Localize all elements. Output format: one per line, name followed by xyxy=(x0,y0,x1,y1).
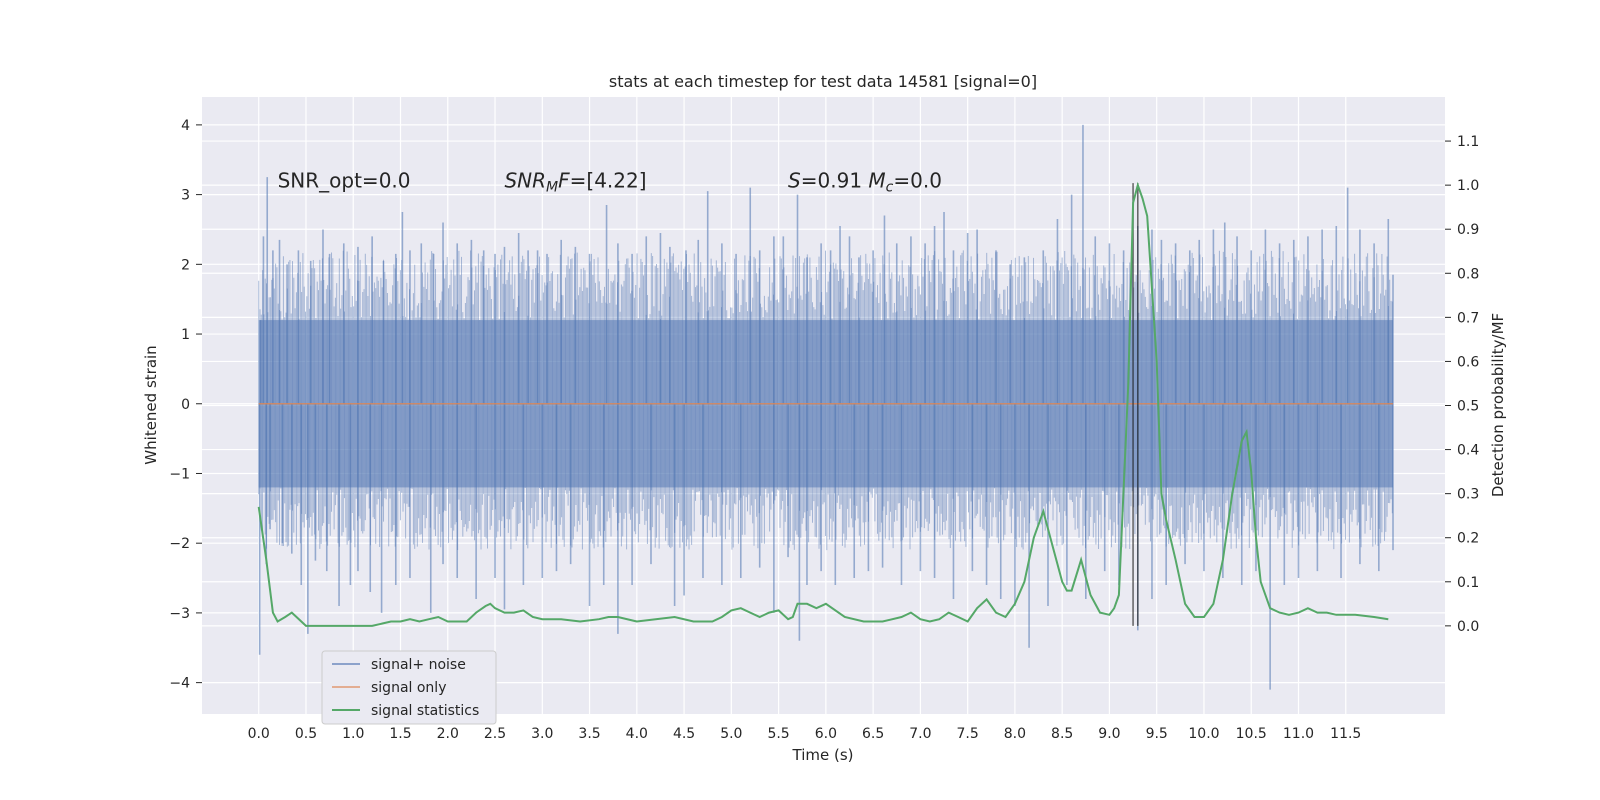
y-tick-label: −2 xyxy=(169,536,190,552)
x-tick-label: 6.5 xyxy=(862,726,884,742)
legend-label: signal only xyxy=(371,680,446,696)
y-right-tick-label: 0.6 xyxy=(1457,354,1479,370)
y-tick-label: 1 xyxy=(181,327,190,343)
y-right-tick-label: 0.3 xyxy=(1457,487,1479,503)
x-tick-label: 8.5 xyxy=(1051,726,1073,742)
x-tick-label: 5.5 xyxy=(767,726,789,742)
x-tick-label: 11.0 xyxy=(1283,726,1314,742)
x-tick-label: 4.0 xyxy=(626,726,648,742)
y-axis-right-label: Detection probability/MF xyxy=(1489,313,1507,497)
x-tick-label: 11.5 xyxy=(1330,726,1361,742)
legend-label: signal statistics xyxy=(371,703,479,719)
x-tick-label: 1.0 xyxy=(342,726,364,742)
x-tick-label: 9.5 xyxy=(1146,726,1168,742)
x-tick-label: 4.5 xyxy=(673,726,695,742)
y-tick-label: −1 xyxy=(169,466,190,482)
chart-title: stats at each timestep for test data 145… xyxy=(609,72,1037,91)
y-right-tick-label: 1.0 xyxy=(1457,178,1479,194)
y-right-tick-label: 0.9 xyxy=(1457,222,1479,238)
x-tick-label: 8.0 xyxy=(1004,726,1026,742)
x-tick-label: 7.5 xyxy=(957,726,979,742)
y-right-tick-label: 0.0 xyxy=(1457,619,1479,635)
legend-box xyxy=(321,650,497,725)
y-tick-label: 3 xyxy=(181,188,190,204)
x-tick-label: 1.5 xyxy=(389,726,411,742)
annotation-text: SNRMF=[4.22] xyxy=(504,169,646,196)
x-tick-label: 3.5 xyxy=(578,726,600,742)
annotations: SNR_opt=0.0 SNRMF=[4.22] S=0.91 Mc=0.0 xyxy=(278,169,942,196)
x-tick-label: 0.0 xyxy=(248,726,270,742)
detection-vlines xyxy=(1132,183,1139,626)
legend-label: signal+ noise xyxy=(371,657,466,673)
x-tick-label: 2.0 xyxy=(437,726,459,742)
y-right-tick-label: 0.1 xyxy=(1457,575,1479,591)
y-right-tick-label: 0.4 xyxy=(1457,443,1479,459)
signal-statistics-series xyxy=(257,181,1389,627)
x-tick-label: 6.0 xyxy=(815,726,837,742)
legend: signal+ noise signal only signal statistic… xyxy=(321,650,497,725)
x-tick-label: 10.0 xyxy=(1188,726,1219,742)
y-right-tick-label: 1.1 xyxy=(1457,134,1479,150)
x-tick-label: 9.0 xyxy=(1098,726,1120,742)
x-axis-label: Time (s) xyxy=(792,746,854,764)
signal-statistics-line xyxy=(257,181,1389,627)
y-tick-label: −3 xyxy=(169,606,190,622)
y-tick-label: 4 xyxy=(181,118,190,134)
x-tick-label: 0.5 xyxy=(295,726,317,742)
y-right-tick-label: 0.8 xyxy=(1457,266,1479,282)
x-tick-label: 3.0 xyxy=(531,726,553,742)
y-right-tick-label: 0.2 xyxy=(1457,531,1479,547)
y-tick-label: 0 xyxy=(181,397,190,413)
x-tick-label: 10.5 xyxy=(1236,726,1267,742)
y-axis-label: Whitened strain xyxy=(142,345,160,464)
axis-ticks: 0.0 0.5 1.0 1.5 2.0 2.5 3.0 3.5 4.0 4.5 5.0 5.5 6.0 6… xyxy=(169,118,1479,742)
x-tick-label: 2.5 xyxy=(484,726,506,742)
y-right-tick-label: 0.5 xyxy=(1457,399,1479,415)
x-tick-label: 5.0 xyxy=(720,726,742,742)
x-tick-label: 7.0 xyxy=(909,726,931,742)
annotation-text: SNR_opt=0.0 xyxy=(278,169,411,193)
y-tick-label: 2 xyxy=(181,257,190,273)
annotation-text: S=0.91 Mc=0.0 xyxy=(788,169,942,196)
y-right-tick-label: 0.7 xyxy=(1457,310,1479,326)
y-tick-label: −4 xyxy=(169,676,190,692)
